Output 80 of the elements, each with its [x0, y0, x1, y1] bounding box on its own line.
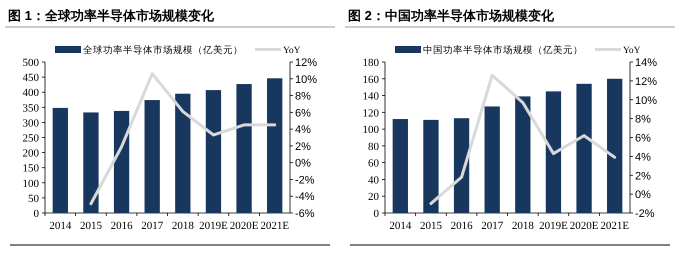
y-tick-label: 200	[22, 148, 40, 160]
bar	[454, 118, 470, 213]
y-tick-label: 20	[368, 191, 380, 204]
y-tick-label: 0	[374, 208, 380, 220]
y2-tick-label: 4%	[635, 151, 652, 164]
bar	[83, 112, 99, 213]
bar	[576, 84, 592, 213]
y2-tick-label: 8%	[635, 114, 652, 126]
bar	[52, 108, 68, 213]
y2-tick-label: 0%	[635, 189, 652, 202]
y-tick-label: 300	[22, 117, 40, 130]
y-tick-label: 500	[22, 57, 40, 69]
bar	[236, 84, 252, 213]
x-tick-label: 2016	[110, 220, 134, 232]
x-tick-label: 2018	[172, 220, 194, 232]
y2-tick-label: -2%	[635, 208, 655, 220]
y-tick-label: 160	[362, 74, 380, 86]
y2-tick-label: 12%	[295, 57, 318, 69]
legend-label: YoY	[623, 46, 641, 56]
y2-tick-label: -6%	[295, 208, 315, 220]
y2-tick-label: 6%	[635, 132, 652, 144]
x-tick-label: 2021E	[600, 220, 630, 232]
y2-tick-label: 12%	[635, 76, 658, 88]
bar	[206, 90, 222, 213]
y-tick-label: 250	[22, 132, 40, 144]
x-tick-label: 2015	[420, 220, 442, 232]
x-tick-label: 2016	[450, 220, 474, 232]
y2-tick-label: 14%	[635, 57, 658, 69]
y-tick-label: 60	[368, 158, 380, 170]
bar	[114, 110, 130, 213]
y2-tick-label: 10%	[295, 74, 318, 86]
x-tick-label: 2018	[512, 220, 534, 232]
y-tick-label: 100	[362, 124, 380, 136]
bar	[546, 91, 562, 213]
chart-title: 图 2：中国功率半导体市场规模变化	[348, 8, 555, 23]
y2-tick-label: 6%	[295, 107, 312, 120]
bar	[515, 96, 530, 213]
x-tick-label: 2020E	[230, 220, 259, 232]
y-tick-label: 150	[22, 162, 40, 175]
y-tick-label: 400	[22, 87, 40, 100]
legend-label: 中国功率半导体市场规模（亿美元）	[423, 44, 583, 56]
y-tick-label: 50	[28, 192, 40, 205]
y-tick-label: 0	[34, 208, 40, 220]
x-tick-label: 2021E	[260, 220, 290, 232]
y2-tick-label: 4%	[295, 124, 312, 136]
line-series	[429, 74, 616, 206]
y-tick-label: 180	[362, 57, 380, 69]
x-tick-label: 2019E	[539, 220, 568, 232]
y-tick-label: 350	[22, 102, 40, 114]
y2-tick-label: 10%	[635, 94, 658, 107]
y-tick-label: 100	[22, 178, 40, 190]
y2-tick-label: 8%	[295, 90, 312, 103]
x-tick-label: 2017	[481, 220, 504, 232]
legend-label: YoY	[283, 46, 301, 56]
x-tick-label: 2014	[49, 220, 72, 232]
line-series	[89, 72, 276, 206]
chart-title: 图 1：全球功率半导体市场规模变化	[8, 8, 215, 23]
y-tick-label: 140	[362, 90, 380, 103]
bar	[175, 94, 190, 213]
x-tick-label: 2017	[141, 220, 164, 232]
bar	[267, 78, 282, 213]
x-tick-label: 2020E	[570, 220, 599, 232]
x-tick-label: 2014	[389, 220, 412, 232]
x-tick-label: 2015	[80, 220, 102, 232]
y-tick-label: 120	[362, 107, 380, 120]
y-tick-label: 80	[368, 140, 380, 153]
y2-tick-label: 0%	[295, 158, 312, 170]
legend-label: 全球功率半导体市场规模（亿美元）	[83, 44, 243, 56]
bar	[144, 100, 160, 213]
bar	[607, 78, 622, 213]
y-tick-label: 40	[368, 174, 380, 186]
y2-tick-label: -4%	[295, 191, 315, 204]
y2-tick-label: 2%	[295, 140, 312, 153]
y2-tick-label: -2%	[295, 174, 315, 186]
y-tick-label: 450	[22, 72, 40, 84]
bar	[392, 119, 408, 213]
bar	[423, 120, 439, 213]
x-tick-label: 2019E	[199, 220, 228, 232]
bar	[484, 106, 500, 213]
y2-tick-label: 2%	[635, 170, 652, 182]
